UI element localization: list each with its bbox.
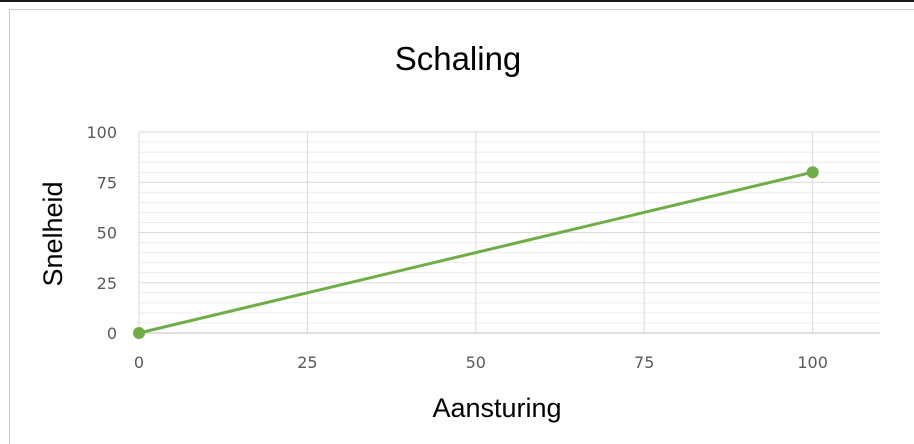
- axes: [138, 132, 880, 334]
- chart-title: Schaling: [395, 40, 522, 77]
- y-tick-label: 100: [86, 123, 117, 142]
- data-point: [806, 166, 819, 179]
- tick-labels: 0 25 50 75 100 0 25 50 75 100: [86, 123, 827, 372]
- data-point: [133, 327, 145, 339]
- gridlines: [139, 131, 880, 333]
- y-tick-label: 75: [97, 173, 117, 192]
- y-tick-label: 0: [107, 324, 117, 343]
- x-tick-label: 75: [634, 353, 654, 372]
- chart-area-border-top: [9, 9, 914, 10]
- y-axis-title: Snelheid: [38, 181, 68, 286]
- series-line: [137, 170, 815, 335]
- y-tick-label: 50: [97, 224, 117, 243]
- x-tick-label: 25: [297, 353, 317, 372]
- chart-area-border-left: [9, 9, 10, 444]
- x-axis-title: Aansturing: [432, 393, 561, 423]
- x-tick-label: 50: [466, 353, 486, 372]
- top-border: [0, 0, 914, 2]
- x-tick-label: 100: [797, 353, 828, 372]
- series-layer: [133, 166, 819, 339]
- x-tick-label: 0: [134, 353, 144, 372]
- y-tick-label: 25: [97, 274, 117, 293]
